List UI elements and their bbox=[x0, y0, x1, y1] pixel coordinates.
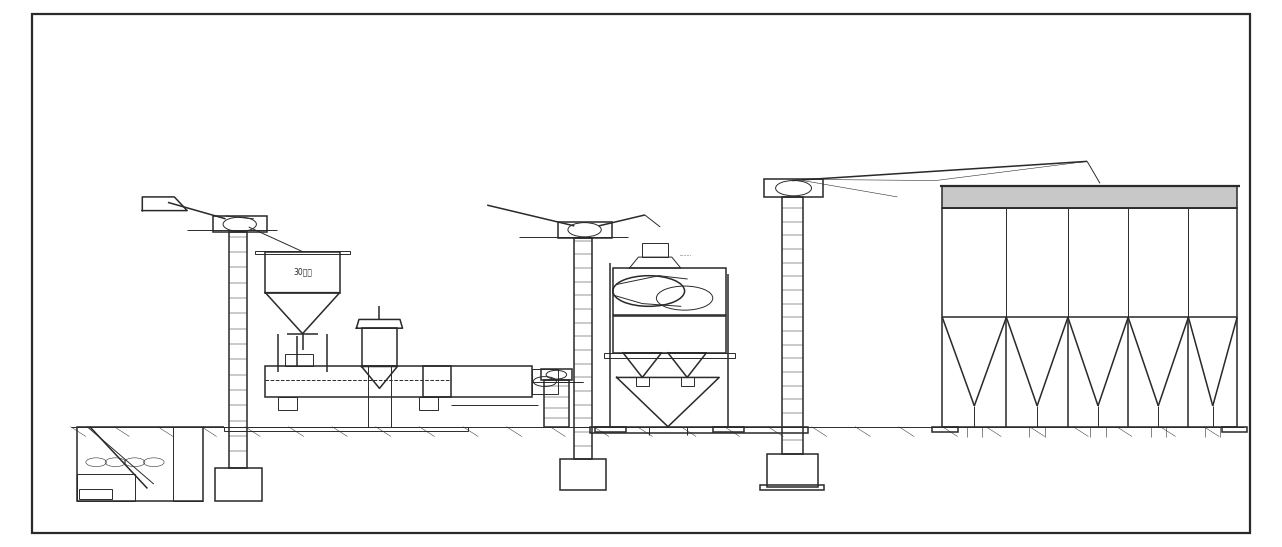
Bar bbox=[713, 427, 744, 432]
Bar bbox=[544, 380, 569, 427]
Bar bbox=[1222, 427, 1247, 432]
Bar bbox=[541, 369, 572, 380]
Bar bbox=[285, 354, 313, 366]
Bar bbox=[942, 186, 1237, 208]
Bar bbox=[642, 243, 668, 257]
Bar bbox=[423, 366, 532, 397]
Bar bbox=[265, 252, 340, 293]
Bar bbox=[560, 459, 606, 490]
Bar bbox=[590, 427, 808, 433]
Bar bbox=[595, 427, 626, 432]
Bar bbox=[278, 397, 297, 410]
Bar bbox=[255, 251, 350, 254]
Text: ........: ........ bbox=[679, 252, 691, 257]
Bar bbox=[613, 316, 726, 353]
Bar bbox=[77, 474, 135, 501]
Bar bbox=[764, 179, 823, 197]
Bar bbox=[213, 216, 267, 232]
Bar bbox=[558, 222, 612, 238]
Bar bbox=[760, 485, 824, 490]
Bar bbox=[782, 197, 803, 454]
Bar bbox=[419, 397, 438, 410]
Bar bbox=[604, 353, 735, 358]
Bar bbox=[574, 238, 592, 459]
Bar bbox=[79, 489, 112, 499]
Bar bbox=[77, 427, 203, 501]
Bar bbox=[215, 468, 262, 501]
Bar bbox=[532, 369, 558, 394]
Bar bbox=[767, 454, 818, 487]
Bar bbox=[265, 366, 451, 397]
Bar bbox=[932, 427, 958, 432]
Bar bbox=[229, 232, 247, 468]
Bar bbox=[613, 268, 726, 315]
Bar bbox=[942, 208, 1237, 427]
Bar bbox=[681, 377, 694, 386]
Bar bbox=[636, 377, 649, 386]
Bar bbox=[224, 427, 468, 431]
Bar bbox=[362, 328, 397, 366]
Text: 30立方: 30立方 bbox=[294, 267, 312, 277]
